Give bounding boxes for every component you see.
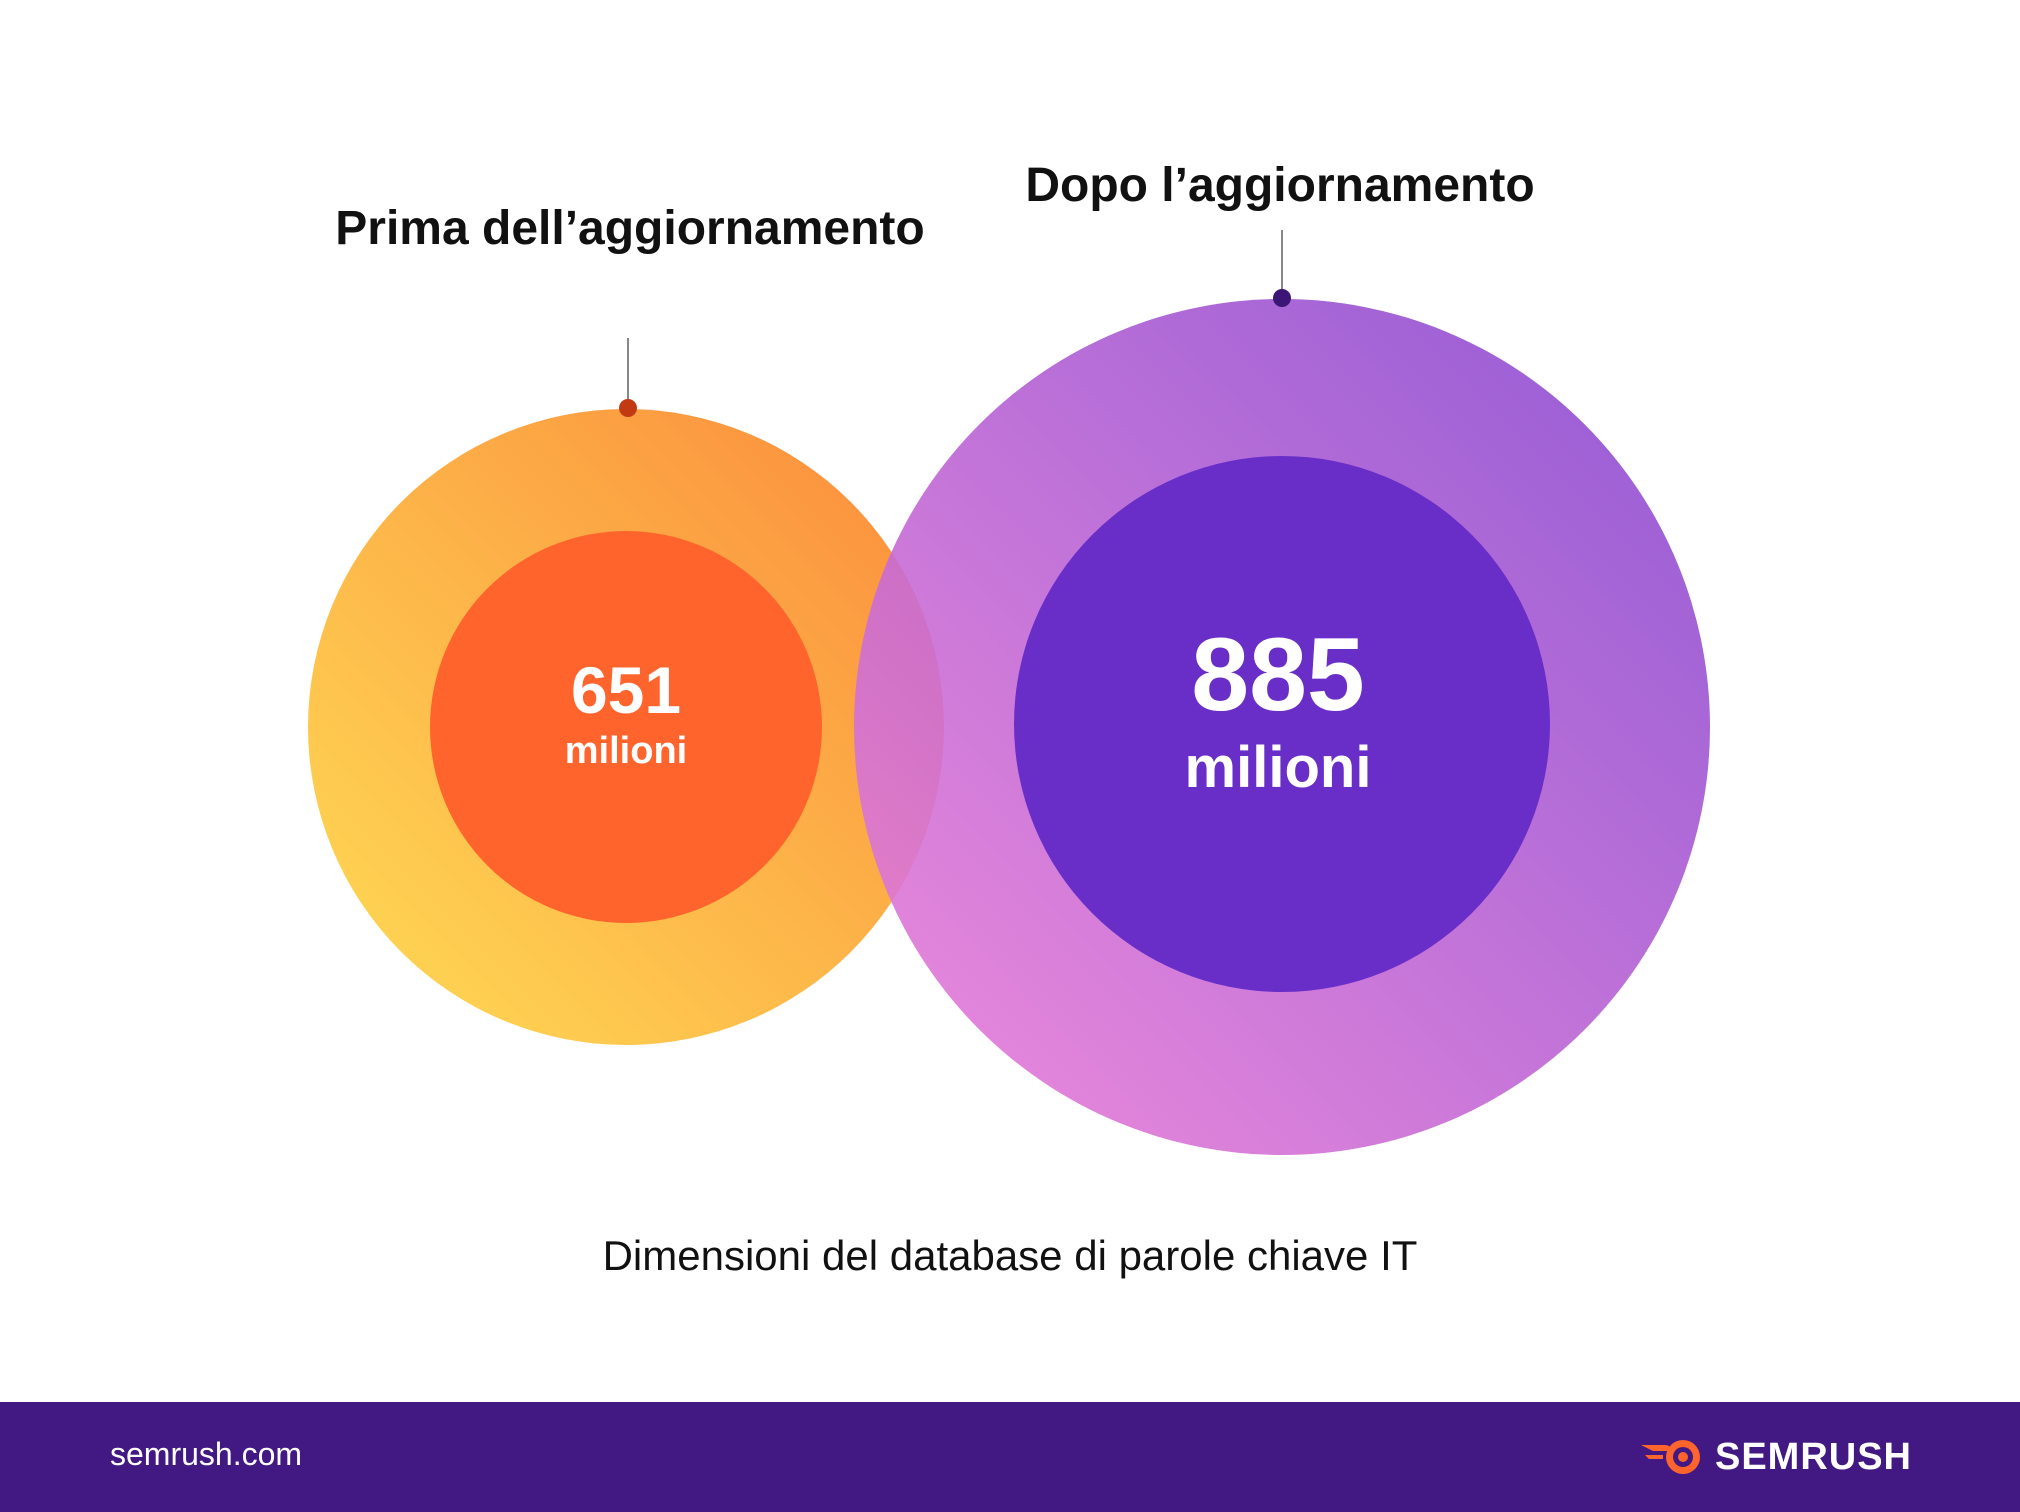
- value-after-update: 885 milioni: [1078, 616, 1478, 802]
- brand-name: SEMRUSH: [1714, 1435, 1912, 1478]
- label-after-update: Dopo l’aggiornamento: [1025, 159, 1535, 212]
- chart-caption: Dimensioni del database di parole chiave…: [602, 1232, 1418, 1279]
- value-after-number: 885: [1191, 617, 1365, 733]
- brand-logo: SEMRUSH: [1639, 1434, 1912, 1480]
- footer-bar: semrush.com SEMRUSH: [0, 1402, 2020, 1512]
- semrush-flame-icon: [1640, 1440, 1700, 1474]
- value-before-update: 651 milioni: [426, 652, 826, 774]
- marker-dot-after: [1273, 289, 1291, 307]
- value-after-unit: milioni: [1184, 735, 1372, 800]
- marker-dot-before: [619, 399, 637, 417]
- bubble-after-inner: [1014, 456, 1550, 992]
- value-before-unit: milioni: [564, 730, 688, 772]
- label-before-update: Prima dell’aggiornamento: [335, 202, 925, 255]
- footer-url: semrush.com: [110, 1436, 303, 1472]
- value-before-number: 651: [570, 653, 682, 727]
- bubble-before-inner: [430, 531, 822, 923]
